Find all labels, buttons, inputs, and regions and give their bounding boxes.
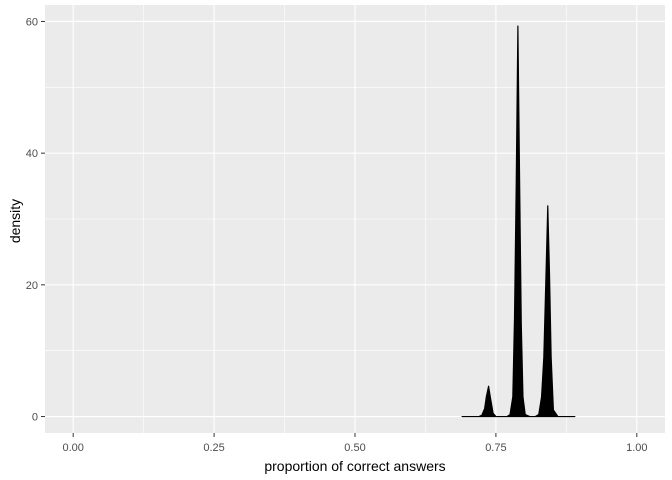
x-tick-label: 1.00 <box>626 442 647 454</box>
x-tick-label: 0.25 <box>203 442 224 454</box>
y-tick-label: 20 <box>26 280 38 292</box>
x-axis-title: proportion of correct answers <box>264 458 445 474</box>
density-series <box>461 25 576 418</box>
axis-ticks <box>41 20 638 437</box>
y-tick-label: 60 <box>26 16 38 28</box>
axis-tick-labels: 0.00 0.25 0.50 0.75 1.00 0 20 40 60 <box>26 16 648 454</box>
density-area <box>461 25 576 418</box>
y-tick-label: 40 <box>26 148 38 160</box>
x-tick-label: 0.75 <box>485 442 506 454</box>
y-axis-title: density <box>7 199 23 243</box>
x-tick-label: 0.50 <box>344 442 365 454</box>
grid-major <box>45 5 665 433</box>
x-tick-label: 0.00 <box>62 442 83 454</box>
y-tick-label: 0 <box>32 412 38 424</box>
